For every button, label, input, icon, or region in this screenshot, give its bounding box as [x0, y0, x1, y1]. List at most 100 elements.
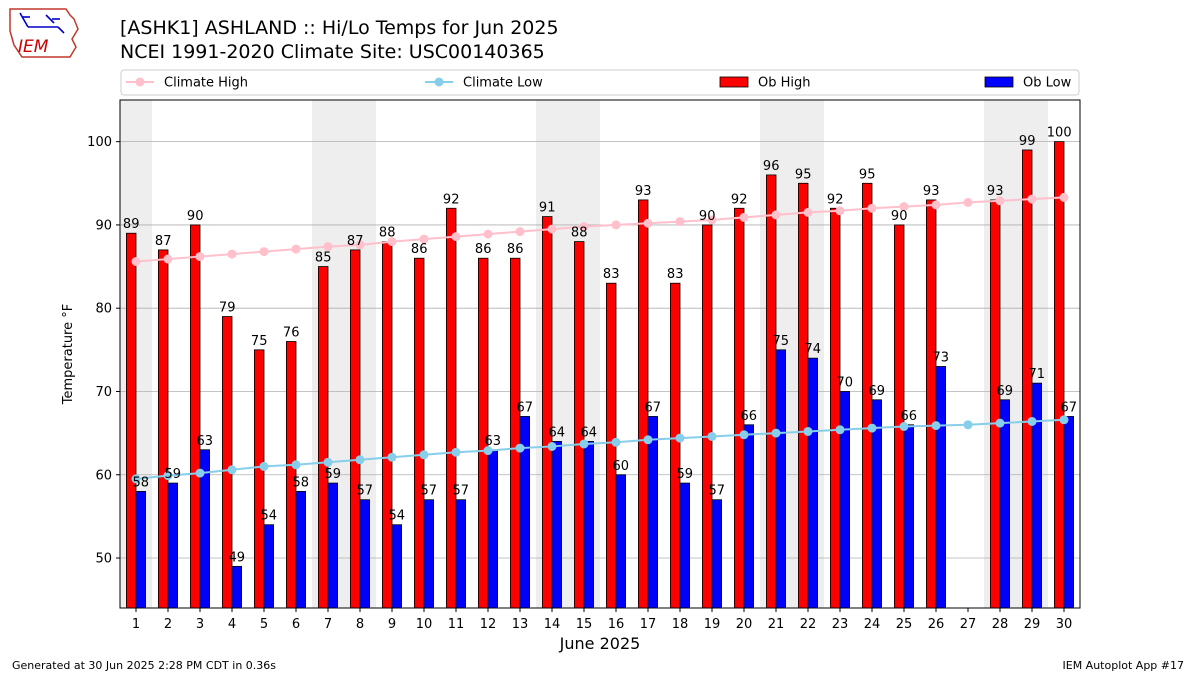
x-tick-label: 26 — [928, 617, 945, 632]
ob-high-label-26: 93 — [923, 184, 940, 199]
climate-high-point-12 — [483, 229, 493, 239]
bars — [126, 141, 1075, 609]
ob-low-label-17: 67 — [645, 400, 662, 415]
x-tick-label: 7 — [324, 617, 332, 632]
weekend-shade-15 — [568, 100, 600, 608]
x-tick-label: 10 — [416, 617, 433, 632]
ob-high-bar-7 — [317, 266, 329, 609]
ob-high-label-12: 86 — [475, 242, 492, 257]
ob-high-bar-25 — [894, 224, 905, 609]
climate-low-point-1 — [131, 474, 141, 484]
ob-high-label-20: 92 — [731, 192, 748, 207]
ob-low-bar-21 — [775, 349, 787, 609]
x-tick-label: 5 — [260, 617, 268, 632]
climate-low-point-19 — [707, 431, 717, 441]
ob-high-bar-2 — [157, 249, 169, 609]
ob-high-label-25: 90 — [891, 209, 908, 224]
y-tick-label: 50 — [95, 552, 112, 567]
ob-high-bar-15 — [574, 241, 585, 609]
weekend-shade-22 — [792, 100, 824, 608]
climate-high-line — [135, 196, 1065, 263]
x-tick-label: 8 — [356, 617, 364, 632]
ob-low-label-22: 74 — [805, 342, 822, 357]
ob-low-bar-3 — [199, 449, 211, 609]
weekend-shade-21 — [760, 100, 792, 608]
ob-low-label-5: 54 — [261, 509, 278, 524]
climate-high-point-1 — [131, 257, 141, 267]
ob-high-label-23: 92 — [827, 192, 844, 207]
climate-high-point-17 — [643, 218, 653, 228]
ob-high-bar-22 — [798, 182, 809, 609]
ob-low-bar-18 — [679, 482, 691, 609]
ob-low-bar-30 — [1063, 416, 1075, 609]
climate-low-point-2 — [163, 471, 173, 481]
ob-high-bar-5 — [253, 349, 265, 609]
data-labels: 89 87 90 79 75 76 85 87 88 86 92 86 86 91 88 83 93 83 90 92… — [123, 126, 1077, 566]
ob-high-bar-3 — [189, 224, 201, 609]
climate-high-point-16 — [611, 220, 621, 230]
weekend-shade-29 — [1016, 100, 1048, 608]
legend-climate-low-marker — [434, 77, 444, 87]
x-tick-label: 2 — [164, 617, 172, 632]
ob-high-bar-12 — [477, 257, 489, 609]
ob-high-bar-6 — [285, 341, 297, 609]
legend-climate-high-label: Climate High — [164, 76, 248, 91]
ob-high-bar-30 — [1054, 141, 1065, 609]
ob-high-bar-13 — [509, 257, 521, 609]
ob-high-label-4: 79 — [219, 301, 236, 316]
ob-low-bar-14 — [551, 441, 563, 609]
x-tick-label: 29 — [1024, 617, 1041, 632]
ob-low-bar-19 — [711, 499, 723, 609]
ob-high-label-3: 90 — [187, 209, 204, 224]
ob-high-label-14: 91 — [539, 201, 556, 216]
ob-high-label-16: 83 — [603, 267, 620, 282]
climate-low-point-25 — [899, 421, 909, 431]
climate-high-point-3 — [195, 252, 205, 262]
climate-low-point-8 — [355, 455, 365, 465]
climate-low-point-18 — [675, 433, 685, 443]
ob-low-label-2: 59 — [165, 467, 182, 482]
climate-low-point-21 — [771, 428, 781, 438]
climate-low-point-11 — [451, 447, 461, 457]
ob-high-label-6: 76 — [283, 326, 300, 341]
weekend-shade-28 — [984, 100, 1016, 608]
ob-high-bar-11 — [445, 207, 457, 609]
climate-high-point-24 — [867, 203, 877, 213]
ob-low-bar-17 — [647, 416, 659, 609]
climate-low-point-4 — [227, 465, 237, 475]
y-tick-label: 70 — [95, 385, 112, 400]
climate-low-point-15 — [579, 439, 589, 449]
climate-low-point-23 — [835, 425, 845, 435]
climate-low-point-27 — [963, 420, 973, 430]
gridlines — [120, 141, 1080, 559]
ob-low-label-1: 58 — [133, 475, 150, 490]
x-tick-label: 3 — [196, 617, 204, 632]
ob-low-bar-23 — [839, 391, 851, 609]
climate-high-point-7 — [323, 242, 333, 252]
ob-low-label-12: 63 — [485, 434, 502, 449]
ob-low-bar-28 — [999, 399, 1011, 609]
ob-high-bar-20 — [734, 207, 745, 609]
x-tick-label: 9 — [388, 617, 396, 632]
climate-high-point-11 — [451, 232, 461, 242]
climate-high-point-30 — [1059, 192, 1069, 202]
climate-high-point-21 — [771, 210, 781, 220]
ob-low-label-13: 67 — [517, 400, 534, 415]
x-tick-label: 18 — [672, 617, 689, 632]
ob-low-bar-12 — [487, 449, 499, 609]
climate-low-point-20 — [739, 430, 749, 440]
ob-high-label-28: 93 — [987, 184, 1004, 199]
x-tick-label: 24 — [864, 617, 881, 632]
ob-high-bar-1 — [126, 232, 137, 609]
ob-high-bar-4 — [221, 316, 233, 609]
weekend-shade-8 — [344, 100, 376, 608]
x-tick-label: 15 — [576, 617, 593, 632]
ob-high-bar-18 — [670, 282, 681, 609]
x-tick-label: 4 — [228, 617, 236, 632]
climate-high-point-25 — [899, 202, 909, 212]
x-tick-label: 28 — [992, 617, 1009, 632]
ob-low-bar-15 — [583, 441, 595, 609]
ob-low-label-11: 57 — [453, 484, 470, 499]
weekend-shade-14 — [536, 100, 568, 608]
ob-low-label-10: 57 — [421, 484, 438, 499]
